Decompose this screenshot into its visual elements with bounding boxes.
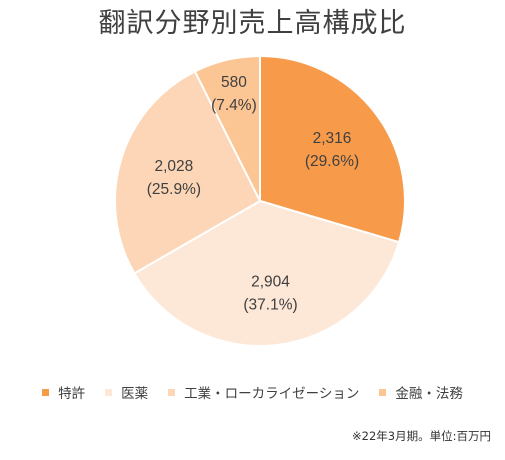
percent-label-pharma: (37.1%) [243, 296, 297, 313]
pie-slice-finance-legal [193, 54, 261, 202]
legend-swatch-finance-legal [379, 388, 387, 396]
legend: 特許 医薬 工業・ローカライゼーション 金融・法務 [0, 380, 505, 404]
value-label-finance-legal: 580 [221, 74, 247, 91]
legend-swatch-industrial-localization [168, 388, 176, 396]
legend-item-pharma: 医薬 [105, 382, 148, 402]
legend-swatch-pharma [105, 388, 113, 396]
legend-swatch-patent [42, 388, 50, 396]
percent-label-industrial-localization: (25.9%) [147, 181, 201, 198]
percent-label-finance-legal: (7.4%) [211, 97, 257, 114]
value-label-pharma: 2,904 [251, 273, 290, 290]
legend-item-finance-legal: 金融・法務 [379, 382, 463, 402]
legend-item-patent: 特許 [42, 382, 85, 402]
percent-label-patent: (29.6%) [305, 153, 359, 170]
pie-slice-patent [259, 54, 406, 244]
footnote: ※22年3月期。単位:百万円 [352, 429, 491, 443]
legend-label-pharma: 医薬 [121, 386, 149, 402]
chart-title: 翻訳分野別売上高構成比 [98, 8, 407, 39]
legend-item-industrial-localization: 工業・ローカライゼーション [168, 382, 359, 402]
pie-slice-pharma [132, 199, 401, 347]
pie-slice-industrial-localization [114, 70, 262, 275]
value-label-patent: 2,316 [313, 130, 352, 147]
legend-label-finance-legal: 金融・法務 [395, 386, 463, 402]
legend-label-industrial-localization: 工業・ローカライゼーション [184, 386, 360, 402]
legend-label-patent: 特許 [58, 386, 86, 402]
value-label-industrial-localization: 2,028 [154, 158, 193, 175]
